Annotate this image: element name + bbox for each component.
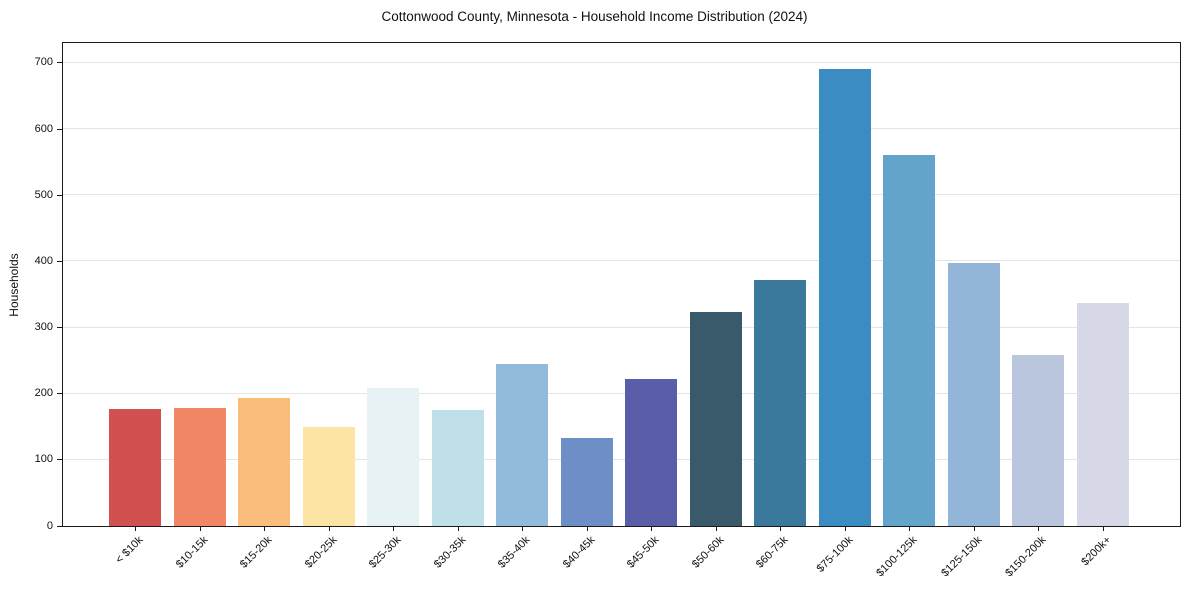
bar-$35-40k — [496, 363, 548, 526]
y-tick-label-700: 700 — [34, 56, 53, 69]
gridline-700 — [63, 61, 1180, 63]
y-tick-500 — [57, 194, 62, 196]
x-tick-$25-30k — [393, 527, 394, 531]
gridline-500 — [63, 194, 1180, 196]
y-tick-100 — [57, 459, 62, 461]
x-tick-$75-100k — [844, 527, 846, 531]
bar-$20-25k — [302, 426, 355, 526]
y-tick-label-300: 300 — [34, 321, 53, 333]
bar-$75-100k — [818, 69, 871, 526]
plot-area — [62, 42, 1181, 527]
bar-$25-30k — [367, 387, 419, 526]
bar-< $10k — [109, 408, 161, 526]
y-tick-300 — [57, 327, 62, 328]
x-tick-$30-35k — [457, 527, 459, 531]
bar-$60-75k — [754, 279, 806, 526]
x-tick-$100-125k — [909, 527, 910, 531]
gridline-600 — [63, 128, 1180, 130]
x-tick-$35-40k — [522, 527, 523, 531]
gridline-300 — [63, 326, 1180, 328]
bar-$200k+ — [1076, 303, 1129, 526]
bar-$100-125k — [883, 154, 935, 526]
bar-$30-35k — [431, 409, 484, 526]
x-tick-$15-20k — [264, 527, 265, 531]
chart-title: Cottonwood County, Minnesota - Household… — [381, 9, 808, 24]
gridline-100 — [63, 458, 1180, 460]
bar-$40-45k — [560, 438, 613, 526]
bar-$45-50k — [625, 379, 677, 526]
x-tick-$150-200k — [1038, 527, 1039, 531]
x-tick-$10-15k — [199, 527, 201, 531]
bar-$150-200k — [1012, 355, 1064, 526]
y-tick-label-400: 400 — [34, 254, 53, 267]
y-tick-700 — [57, 62, 62, 64]
bar-$10-15k — [173, 407, 226, 526]
x-tick-label-< $10k: < $10k — [113, 534, 146, 567]
x-tick-$200k+ — [1102, 527, 1104, 531]
bar-$125-150k — [947, 262, 1000, 526]
y-tick-label-0: 0 — [46, 519, 53, 532]
gridline-200 — [63, 392, 1180, 394]
x-tick-$20-25k — [328, 527, 330, 531]
y-tick-0 — [57, 525, 62, 527]
y-tick-400 — [57, 260, 62, 262]
x-tick-< $10k — [135, 527, 136, 531]
x-tick-$125-150k — [973, 527, 975, 531]
bar-$50-60k — [689, 312, 742, 526]
y-tick-600 — [57, 128, 62, 130]
bar-$15-20k — [238, 397, 290, 526]
y-axis-label: Households — [7, 253, 21, 317]
y-tick-label-600: 600 — [34, 122, 53, 135]
x-tick-$45-50k — [651, 527, 652, 531]
gridline-400 — [63, 260, 1180, 262]
x-tick-$60-75k — [780, 527, 781, 531]
y-tick-label-500: 500 — [34, 188, 53, 201]
x-tick-$50-60k — [715, 527, 717, 531]
y-tick-label-200: 200 — [34, 387, 53, 400]
y-tick-200 — [57, 393, 62, 395]
x-tick-$40-45k — [586, 527, 588, 531]
y-tick-label-100: 100 — [34, 453, 53, 466]
